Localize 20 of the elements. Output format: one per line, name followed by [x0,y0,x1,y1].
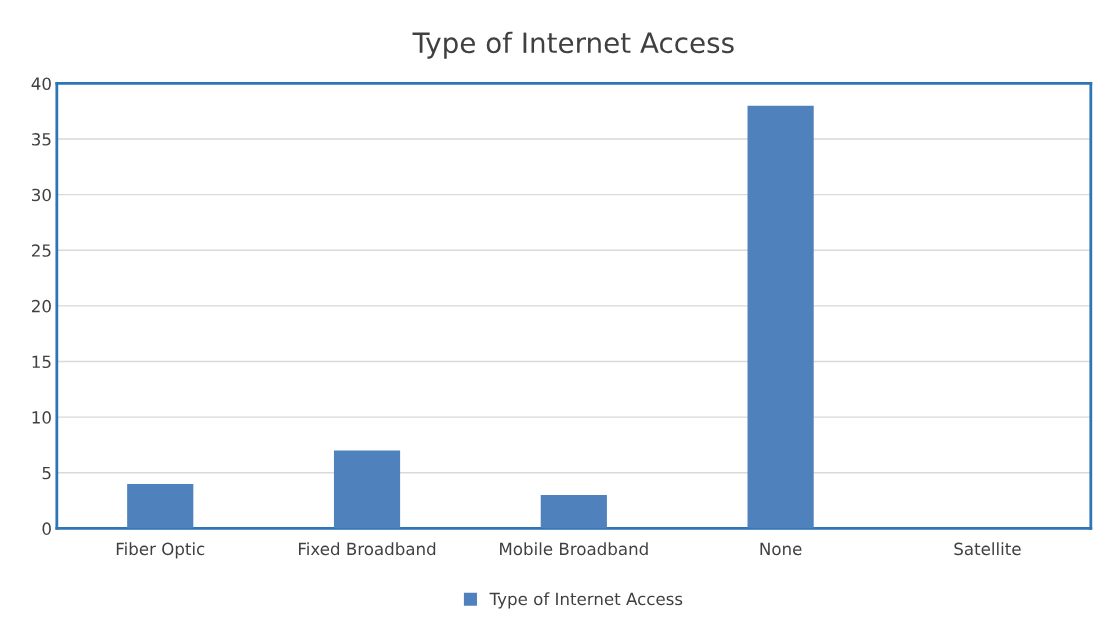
bar [127,483,194,529]
y-tick-label: 10 [32,411,51,424]
y-tick-label: 0 [42,522,51,535]
y-tick-label: 20 [31,299,51,313]
x-tick-label: Fiber Optic [116,542,205,559]
x-tick-label: Mobile Broadband [500,542,648,556]
bar [747,105,814,529]
y-tick-label: 15 [32,355,51,369]
y-tick-label: 25 [31,244,51,257]
y-tick-label: 30 [32,188,51,202]
chart-title: Type of Internet Access [412,31,734,59]
bar [333,450,401,529]
x-tick-label: Satellite [954,542,1021,556]
y-tick-label: 35 [32,133,51,146]
legend-label: Type of Internet Access [489,592,683,609]
y-tick-label: 40 [31,77,51,90]
x-tick-label: None [760,542,802,556]
y-tick-label: 5 [42,466,51,480]
bar [540,495,607,529]
x-tick-label: Fixed Broadband [299,542,436,556]
